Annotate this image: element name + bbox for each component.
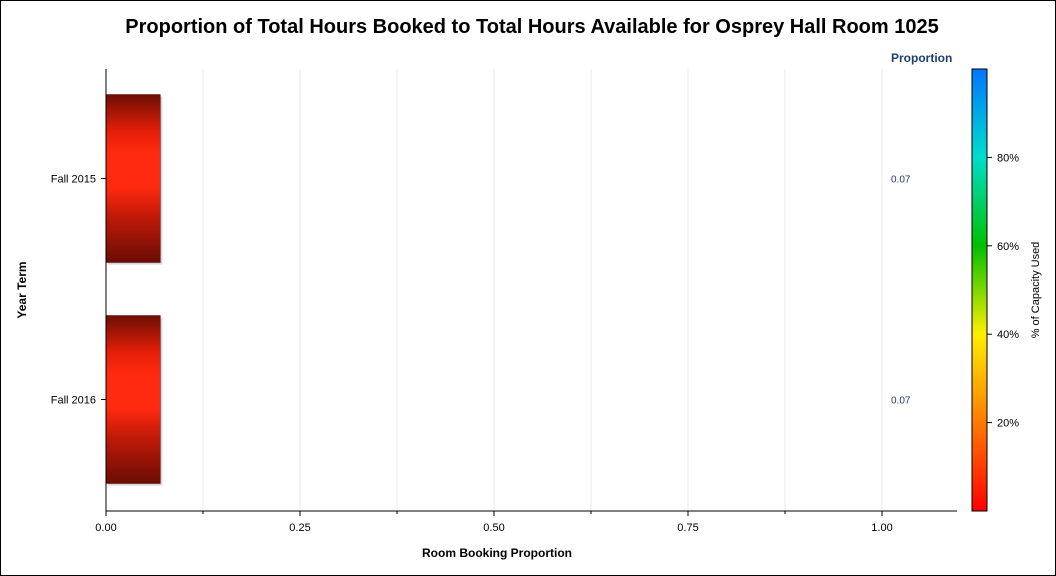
bar	[105, 94, 161, 263]
y-tick-label: Fall 2015	[51, 174, 96, 186]
bars	[105, 94, 163, 486]
x-axis-title: Room Booking Proportion	[422, 546, 572, 560]
stat-column-header: Proportion	[891, 51, 952, 65]
x-axis-ticks: 0.00 0.25 0.50 0.75 1.00	[95, 511, 893, 534]
x-tick-label: 0.75	[677, 522, 698, 534]
colorbar: 20% 40% 60% 80%	[971, 68, 1019, 512]
y-tick-label: Fall 2016	[51, 395, 96, 407]
x-tick-label: 0.25	[289, 522, 310, 534]
grid-lines	[202, 69, 883, 511]
chart-title: Proportion of Total Hours Booked to Tota…	[125, 16, 938, 38]
y-axis-title: Year Term	[15, 261, 29, 318]
y-axis-ticks: Fall 2015 Fall 2016	[51, 174, 106, 407]
x-tick-label: 0.00	[95, 522, 116, 534]
stat-value: 0.07	[891, 396, 911, 407]
colorbar-title: % of Capacity Used	[1030, 242, 1042, 339]
colorbar-tick-label: 80%	[997, 152, 1019, 164]
colorbar-tick-label: 40%	[997, 329, 1019, 341]
colorbar-tick-label: 20%	[997, 418, 1019, 430]
colorbar-tick-label: 60%	[997, 241, 1019, 253]
x-tick-label: 0.50	[483, 522, 504, 534]
stat-values: 0.07 0.07	[891, 175, 911, 407]
colorbar-gradient	[971, 68, 988, 512]
x-tick-label: 1.00	[871, 522, 892, 534]
stat-value: 0.07	[891, 175, 911, 186]
bar	[105, 315, 161, 484]
